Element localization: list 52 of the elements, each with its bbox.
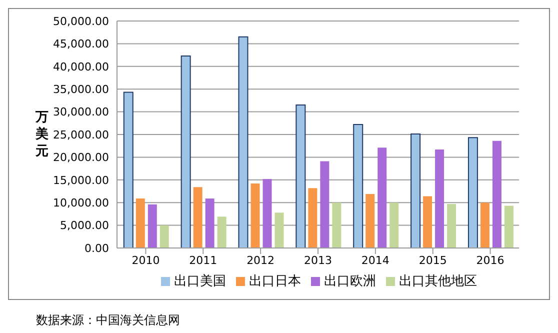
bar	[160, 225, 169, 248]
x-tick-label: 2010	[132, 254, 160, 267]
source-note: 数据来源：中国海关信息网	[36, 312, 181, 329]
y-tick-label: 0.00	[84, 242, 109, 255]
x-tick-label: 2011	[189, 254, 218, 267]
bar	[332, 202, 342, 248]
y-tick-label: 45,000.00	[53, 38, 109, 51]
x-tick-label: 2012	[246, 254, 275, 267]
bar	[250, 184, 260, 248]
y-tick-label: 50,000.00	[53, 14, 109, 28]
y-tick-label: 10,000.00	[53, 196, 109, 210]
bar	[435, 149, 444, 248]
y-tick-label: 35,000.00	[53, 83, 109, 96]
bar	[480, 202, 490, 248]
bar	[296, 104, 306, 248]
bar	[217, 216, 226, 248]
y-tick-label: 40,000.00	[53, 60, 109, 74]
bar	[238, 36, 248, 248]
bar	[148, 204, 157, 248]
bar	[180, 55, 191, 248]
bar	[468, 137, 478, 248]
x-tick-label: 2015	[418, 254, 447, 267]
y-tick-label: 30,000.00	[53, 106, 109, 119]
bar	[274, 212, 284, 248]
bar	[447, 204, 456, 248]
bar	[504, 206, 514, 248]
bar	[308, 188, 318, 248]
legend-label: 出口日本	[249, 274, 301, 289]
x-tick-label: 2014	[361, 254, 390, 267]
bar	[410, 134, 421, 248]
legend-label: 出口其他地区	[399, 274, 477, 289]
y-tick-label: 25,000.00	[53, 128, 109, 142]
y-tick-label: 15,000.00	[53, 174, 109, 187]
bar	[136, 198, 145, 248]
bar	[123, 92, 134, 248]
bar	[262, 178, 272, 248]
y-axis-title: 万美元	[35, 109, 49, 160]
legend-label: 出口欧洲	[324, 274, 376, 289]
bar	[193, 187, 202, 248]
bar	[366, 194, 375, 248]
legend-label: 出口美国	[174, 274, 226, 289]
bar	[390, 202, 399, 248]
bar	[320, 161, 330, 248]
y-tick-label: 5,000.00	[60, 219, 109, 232]
bar	[353, 124, 364, 248]
bar	[423, 196, 432, 248]
bar	[205, 198, 214, 248]
x-tick-label: 2013	[304, 254, 332, 267]
y-tick-label: 20,000.00	[53, 151, 109, 164]
x-tick-label: 2016	[476, 254, 504, 267]
bar	[378, 148, 387, 248]
bar	[492, 140, 502, 248]
